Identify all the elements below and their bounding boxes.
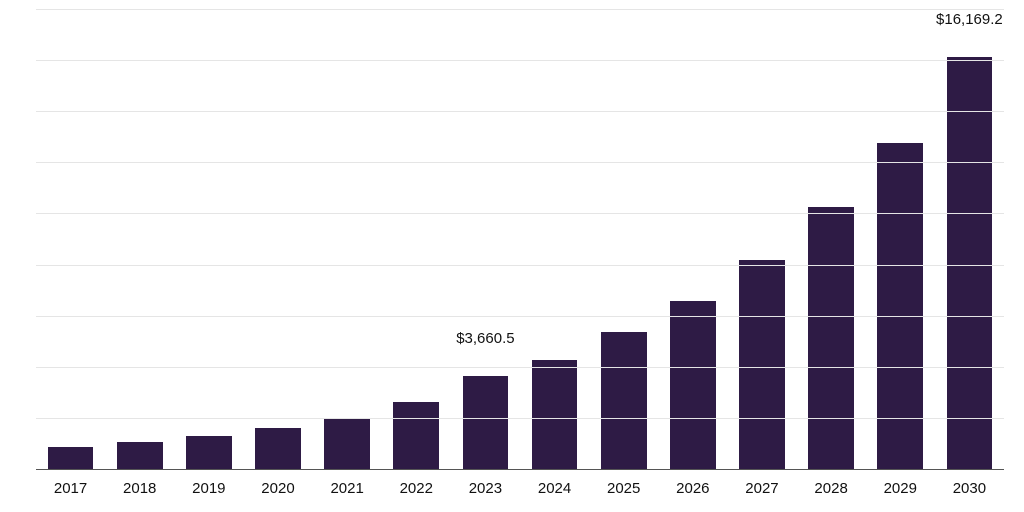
bar bbox=[186, 436, 232, 471]
bar bbox=[808, 207, 854, 470]
bar-slot bbox=[866, 10, 935, 470]
gridline bbox=[36, 418, 1004, 419]
x-axis: 2017201820192020202120222023202420252026… bbox=[36, 470, 1004, 512]
x-tick-label: 2022 bbox=[382, 470, 451, 512]
x-tick-label: 2019 bbox=[174, 470, 243, 512]
bar-slot bbox=[36, 10, 105, 470]
x-tick-label: 2026 bbox=[658, 470, 727, 512]
gridline bbox=[36, 213, 1004, 214]
x-tick-label: 2023 bbox=[451, 470, 520, 512]
bar bbox=[877, 143, 923, 470]
bar-slot bbox=[174, 10, 243, 470]
bar bbox=[670, 301, 716, 470]
bar-slot bbox=[382, 10, 451, 470]
plot-area: $3,660.5 $16,169.2 bbox=[36, 10, 1004, 470]
x-tick-label: 2025 bbox=[589, 470, 658, 512]
bar-slot bbox=[727, 10, 796, 470]
x-tick-label: 2024 bbox=[520, 470, 589, 512]
x-tick-label: 2027 bbox=[727, 470, 796, 512]
x-tick-label: 2028 bbox=[797, 470, 866, 512]
x-tick-label: 2029 bbox=[866, 470, 935, 512]
bar bbox=[48, 447, 94, 470]
bar bbox=[117, 442, 163, 470]
x-tick-label: 2021 bbox=[313, 470, 382, 512]
bar bbox=[532, 360, 578, 470]
bar-slot bbox=[589, 10, 658, 470]
gridline bbox=[36, 265, 1004, 266]
bar-slot bbox=[105, 10, 174, 470]
bar bbox=[463, 376, 509, 470]
x-tick-label: 2018 bbox=[105, 470, 174, 512]
gridline bbox=[36, 162, 1004, 163]
x-tick-label: 2030 bbox=[935, 470, 1004, 512]
bar bbox=[393, 402, 439, 470]
gridline bbox=[36, 60, 1004, 61]
gridline bbox=[36, 367, 1004, 368]
bar bbox=[739, 260, 785, 470]
bar-slot bbox=[797, 10, 866, 470]
bar-slot bbox=[658, 10, 727, 470]
bar bbox=[601, 332, 647, 470]
bar-container: $3,660.5 $16,169.2 bbox=[36, 10, 1004, 470]
bar-slot bbox=[243, 10, 312, 470]
bar-slot bbox=[520, 10, 589, 470]
bar-slot: $16,169.2 bbox=[935, 10, 1004, 470]
gridline bbox=[36, 9, 1004, 10]
bar bbox=[947, 57, 993, 470]
x-tick-label: 2017 bbox=[36, 470, 105, 512]
bar-slot bbox=[313, 10, 382, 470]
bar bbox=[324, 418, 370, 470]
bar bbox=[255, 428, 301, 470]
gridline bbox=[36, 316, 1004, 317]
bar-slot: $3,660.5 bbox=[451, 10, 520, 470]
x-tick-label: 2020 bbox=[243, 470, 312, 512]
gridline bbox=[36, 111, 1004, 112]
bar-chart: $3,660.5$16,169.2 2017201820192020202120… bbox=[0, 0, 1024, 512]
bar-value-label: $16,169.2 bbox=[936, 11, 1003, 34]
bar-value-label: $3,660.5 bbox=[456, 330, 514, 353]
